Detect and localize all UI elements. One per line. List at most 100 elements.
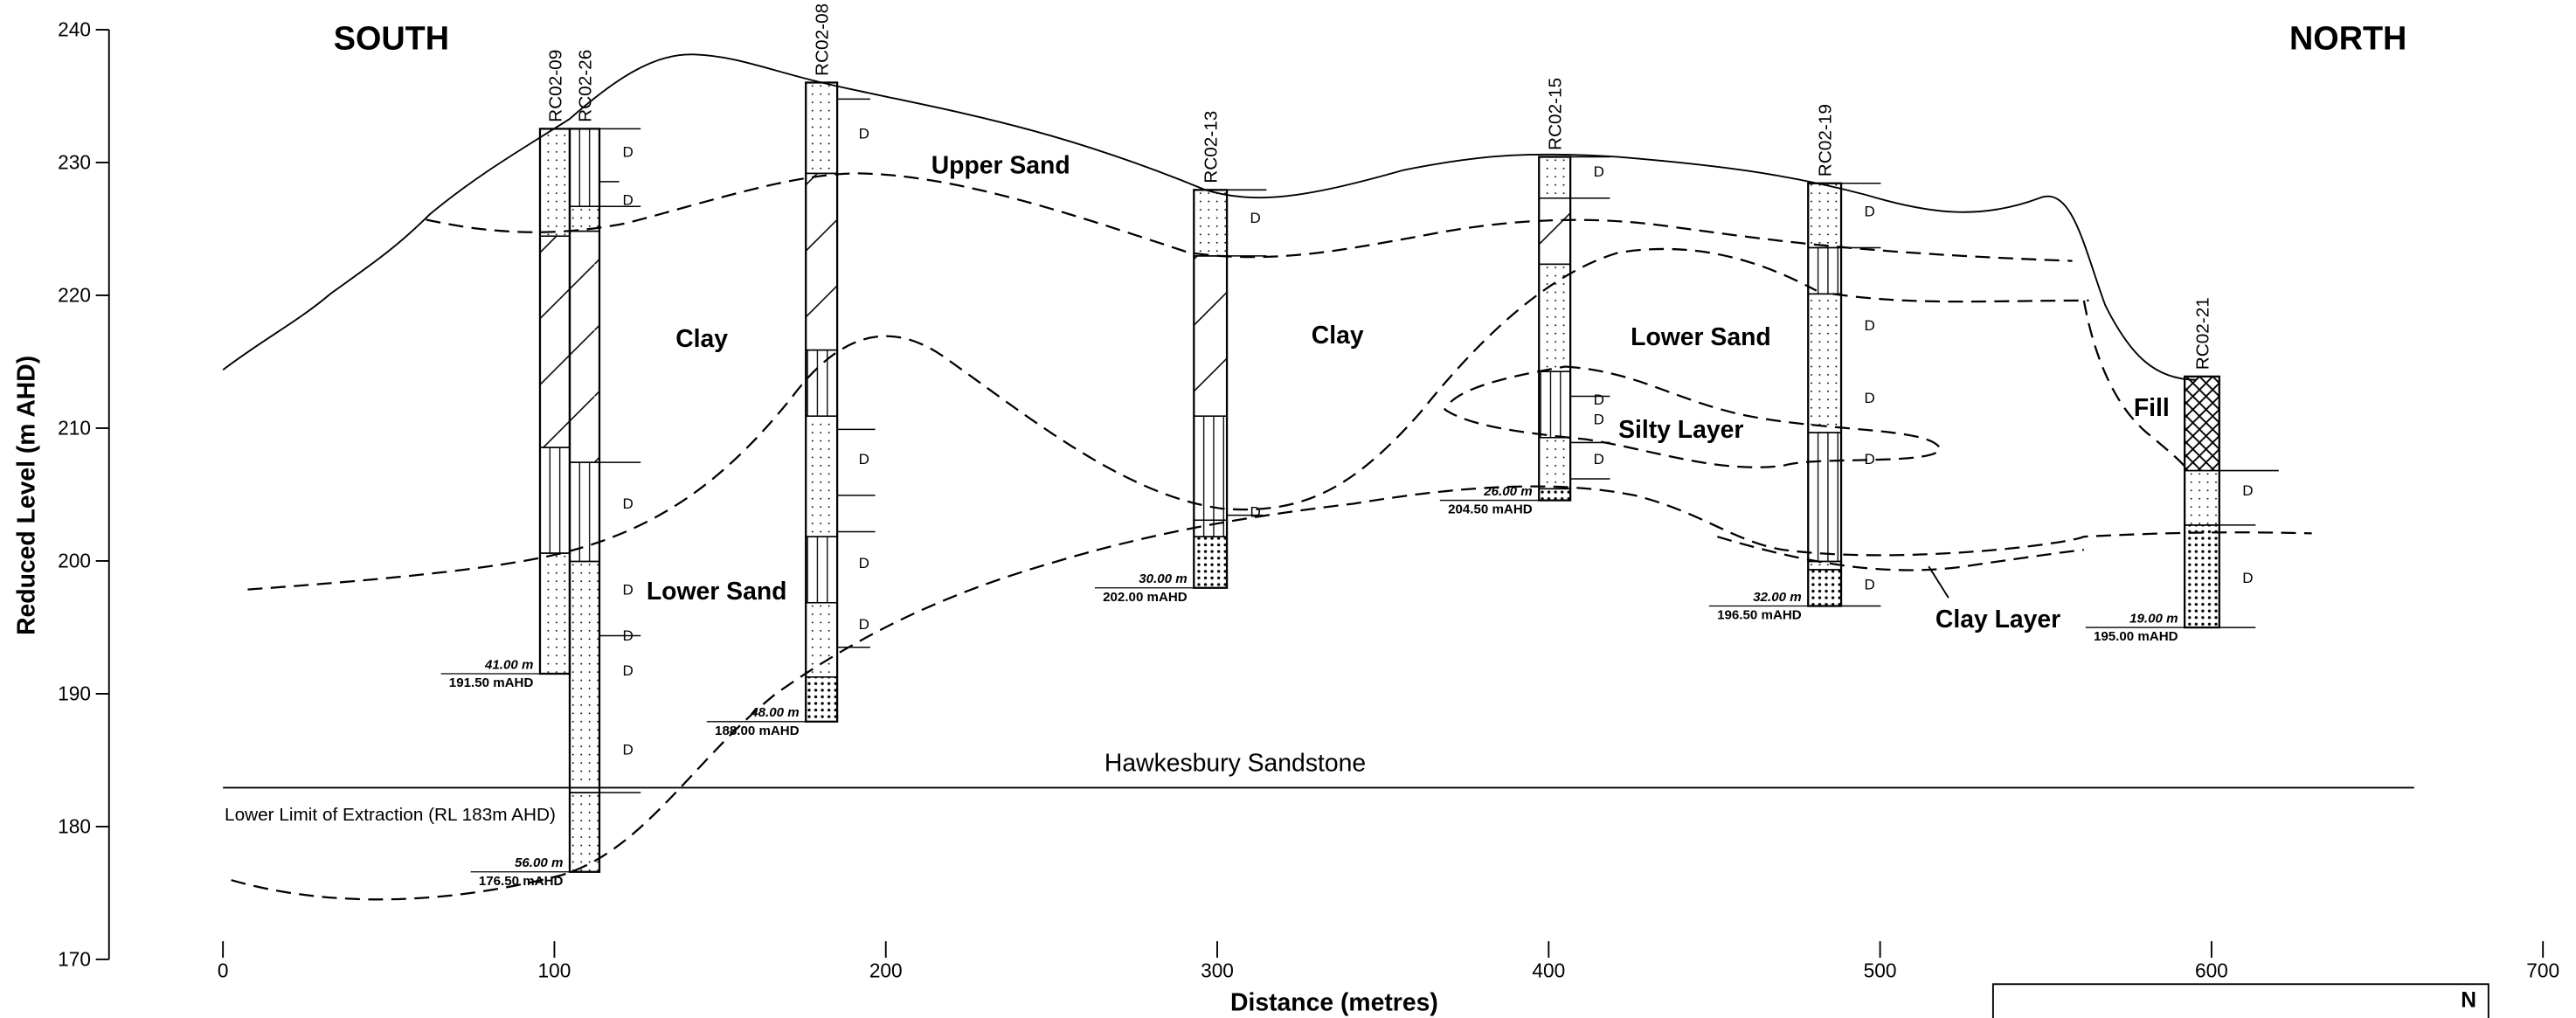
- log-segment: [806, 416, 837, 537]
- log-segment: [570, 793, 599, 872]
- log-code: D: [622, 742, 633, 758]
- fill-boundary: [2084, 301, 2188, 471]
- log-segment: [806, 173, 837, 350]
- y-tick-label: 170: [58, 947, 91, 970]
- log-segment: [1539, 264, 1570, 371]
- log-code: D: [622, 627, 633, 644]
- log-segment: [1808, 247, 1841, 294]
- log-segment: [1808, 294, 1841, 433]
- log-code: D: [2242, 482, 2253, 499]
- depth-label: 19.00 m: [2129, 611, 2178, 626]
- x-tick-label: 200: [869, 959, 903, 982]
- clay-base-north: [1833, 294, 2089, 301]
- log-code: D: [622, 581, 633, 598]
- log-segment: [1808, 570, 1841, 606]
- log-code: D: [1865, 317, 1875, 334]
- layer-label: Clay Layer: [1935, 606, 2060, 634]
- y-tick-label: 230: [58, 151, 91, 174]
- log-segment: [1808, 184, 1841, 248]
- lower-sand-top: [247, 249, 1816, 590]
- log-code: D: [1865, 451, 1875, 467]
- log-segment: [1539, 488, 1570, 500]
- log-segment: [570, 128, 599, 206]
- north-arrow-label: N: [2461, 989, 2476, 1013]
- log-segment: [2185, 471, 2219, 525]
- log-code: D: [859, 451, 869, 467]
- log-segment: [1539, 198, 1570, 265]
- log-segment: [540, 553, 570, 674]
- layer-label: Clay: [675, 325, 728, 353]
- log-segment: [540, 236, 570, 447]
- log-segment: [806, 350, 837, 417]
- log-code: D: [1250, 503, 1261, 520]
- x-tick-label: 300: [1201, 959, 1234, 982]
- log-segment: [1539, 371, 1570, 438]
- log-segment: [1194, 256, 1227, 416]
- log-code: D: [1250, 210, 1261, 226]
- south-label: SOUTH: [334, 21, 449, 58]
- log-code: D: [1594, 412, 1604, 428]
- log-segment: [570, 462, 599, 561]
- log-segment: [570, 561, 599, 793]
- cross-section: RC02-0941.00 m191.50 mAHDRC02-2656.00 m1…: [0, 0, 2576, 1018]
- log-segment: [570, 206, 599, 231]
- x-axis-title: Distance (metres): [1230, 988, 1438, 1016]
- base-label: 176.50 mAHD: [479, 874, 564, 889]
- log-code: D: [1865, 577, 1875, 593]
- borehole-name: RC02-08: [813, 3, 833, 76]
- log-segment: [806, 677, 837, 722]
- log-segment: [2185, 377, 2219, 471]
- base-label: 196.50 mAHD: [1717, 608, 1802, 623]
- borehole-name: RC02-09: [546, 50, 566, 122]
- x-tick-label: 700: [2526, 959, 2559, 982]
- x-tick-label: 600: [2195, 959, 2228, 982]
- y-tick-label: 180: [58, 814, 91, 837]
- layer-label: Fill: [2134, 394, 2170, 422]
- borehole-name: RC02-13: [1201, 111, 1222, 184]
- page: RC02-0941.00 m191.50 mAHDRC02-2656.00 m1…: [0, 0, 2576, 1018]
- log-segment: [570, 232, 599, 463]
- log-code: D: [859, 616, 869, 633]
- clay-layer-lens: [1717, 537, 2084, 570]
- layer-label: Lower Sand: [647, 578, 787, 606]
- log-segment: [2185, 525, 2219, 627]
- base-label: 188.00 mAHD: [715, 724, 800, 738]
- y-tick-label: 190: [58, 682, 91, 705]
- log-code: D: [1865, 204, 1875, 220]
- x-tick-label: 500: [1864, 959, 1897, 982]
- borehole-name: RC02-21: [2193, 297, 2213, 370]
- x-tick-label: 0: [218, 959, 229, 982]
- north-label: NORTH: [2289, 21, 2406, 58]
- base-label: 195.00 mAHD: [2094, 629, 2178, 644]
- strata-lines: [109, 30, 2489, 1018]
- y-tick-label: 200: [58, 550, 91, 572]
- log-segment: [1194, 416, 1227, 520]
- log-segment: [1808, 433, 1841, 561]
- y-tick-label: 210: [58, 417, 91, 440]
- depth-label: 32.00 m: [1753, 590, 1801, 605]
- log-code: D: [1594, 451, 1604, 467]
- log-segment: [806, 603, 837, 677]
- depth-label: 48.00 m: [750, 705, 799, 720]
- log-code: D: [622, 495, 633, 512]
- layer-label: Hawkesbury Sandstone: [1104, 749, 1366, 777]
- log-segment: [1194, 537, 1227, 588]
- log-code: D: [1594, 163, 1604, 180]
- base-label: 191.50 mAHD: [449, 675, 534, 690]
- x-tick-label: 100: [538, 959, 571, 982]
- x-tick-label: 400: [1532, 959, 1565, 982]
- log-code: D: [1865, 390, 1875, 406]
- log-segment: [1194, 190, 1227, 256]
- log-code: D: [859, 555, 869, 571]
- layer-label: Clay: [1312, 322, 1364, 350]
- log-segment: [1539, 438, 1570, 489]
- log-segment: [1808, 561, 1841, 569]
- layer-label: Upper Sand: [931, 151, 1070, 179]
- layer-label: Silty Layer: [1618, 416, 1743, 444]
- log-segment: [1539, 157, 1570, 198]
- borehole-name: RC02-15: [1546, 78, 1566, 150]
- log-code: D: [622, 144, 633, 161]
- log-segment: [540, 447, 570, 553]
- log-code: D: [859, 126, 869, 142]
- extraction-label: Lower Limit of Extraction (RL 183m AHD): [225, 805, 556, 825]
